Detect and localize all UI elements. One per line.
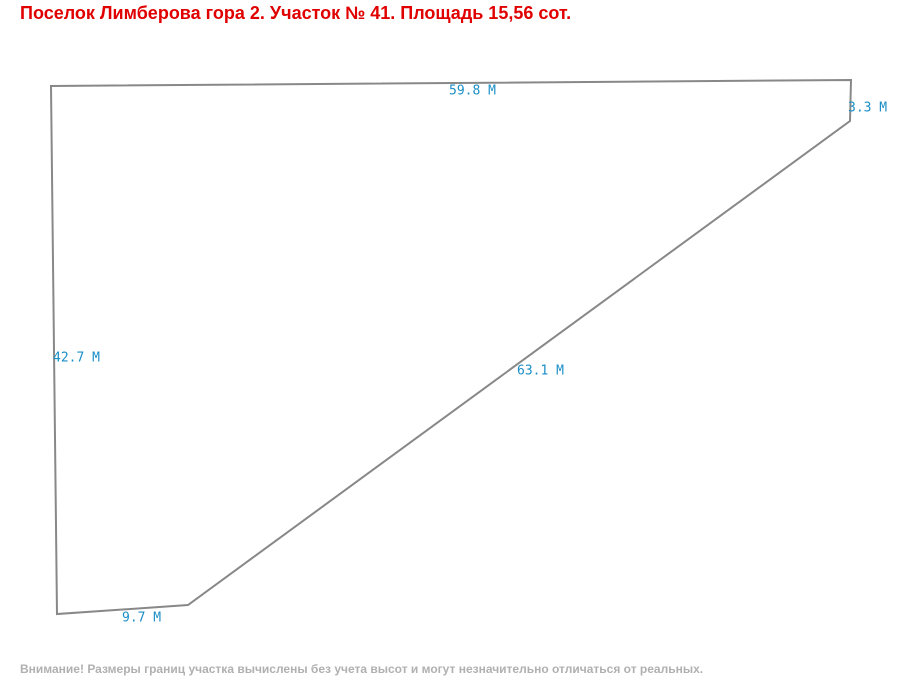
title: Поселок Лимберова гора 2. Участок № 41. …: [20, 3, 572, 23]
edge-label: 42.7 М: [53, 351, 100, 366]
edge-label: 59.8 М: [449, 84, 496, 99]
plot-boundary: [49, 78, 853, 616]
disclaimer: Внимание! Размеры границ участка вычисле…: [20, 662, 704, 676]
edge-label: 9.7 М: [122, 611, 161, 626]
edge-label: 63.1 М: [517, 364, 564, 379]
edge-label: 3.3 М: [848, 101, 887, 116]
